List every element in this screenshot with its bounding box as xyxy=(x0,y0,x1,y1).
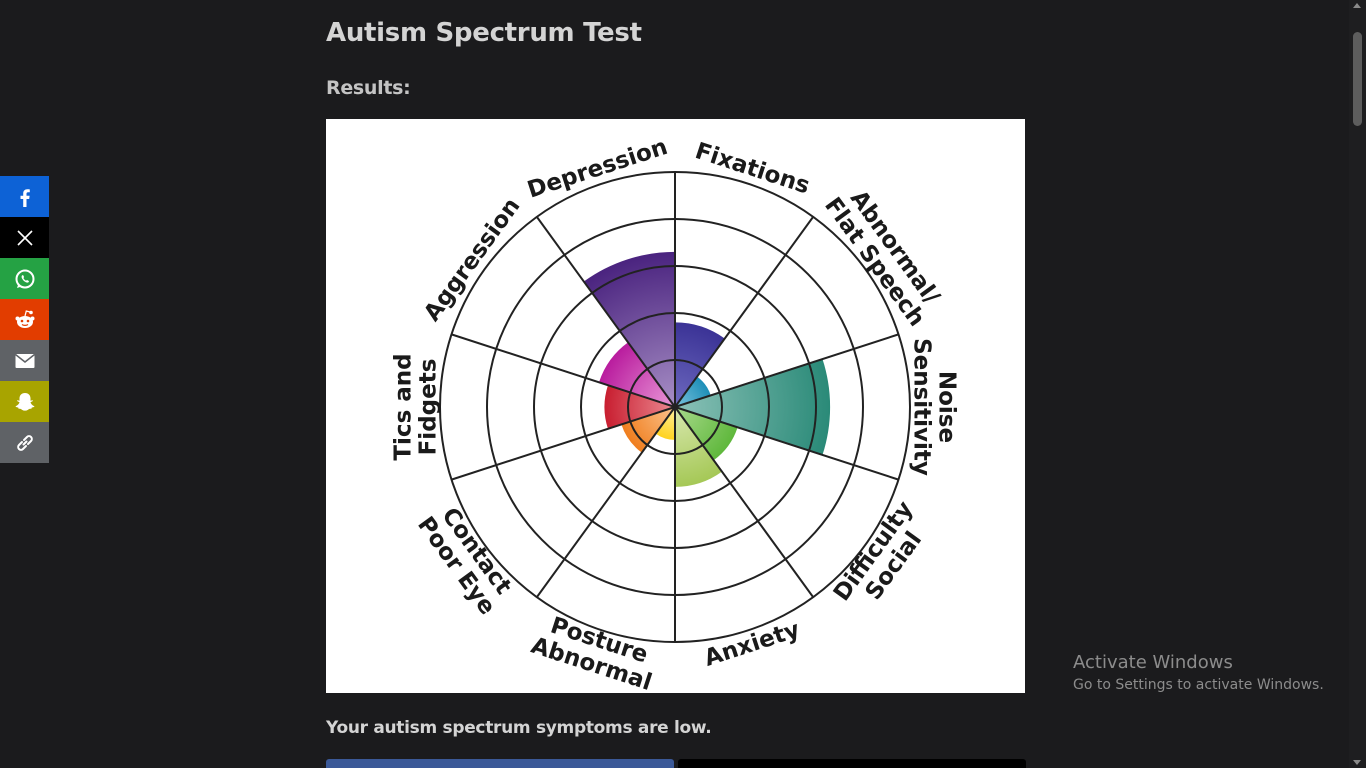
chart-label-9-0: Depression xyxy=(524,134,670,204)
email-icon xyxy=(14,353,35,368)
chart-wedge-9 xyxy=(583,251,675,407)
page-title: Autism Spectrum Test xyxy=(326,18,642,48)
chart-spoke-3 xyxy=(674,406,899,481)
chart-wedge-2 xyxy=(675,359,831,455)
chart-label-7-0: Tics and xyxy=(391,353,417,460)
chart-label-7-1: Fidgets xyxy=(416,359,442,456)
scroll-down-arrow-icon[interactable] xyxy=(1353,760,1361,765)
chart-spoke-9 xyxy=(536,216,676,408)
chart-wedge-0 xyxy=(675,322,725,407)
x-share-button[interactable] xyxy=(0,217,49,258)
chart-label-2-0: Noise xyxy=(934,371,960,443)
chart-wedge-1 xyxy=(675,376,711,407)
reddit-icon xyxy=(15,309,34,328)
facebook-icon xyxy=(20,188,30,207)
chart-label-0-0: Fixations xyxy=(692,138,813,199)
windows-activation-watermark: Activate Windows Go to Settings to activ… xyxy=(1073,652,1324,693)
chart-spoke-1 xyxy=(674,216,814,408)
reddit-share-button[interactable] xyxy=(0,299,49,340)
scroll-up-arrow-icon[interactable] xyxy=(1353,3,1361,8)
scroll-thumb[interactable] xyxy=(1353,32,1362,126)
results-heading: Results: xyxy=(326,77,411,99)
chart-label-2-1: Sensitivity xyxy=(909,338,935,476)
page-scrollbar[interactable] xyxy=(1349,0,1366,768)
link-icon xyxy=(16,434,33,451)
result-summary: Your autism spectrum symptoms are low. xyxy=(326,718,712,738)
chart-label-4-0: Anxiety xyxy=(701,617,803,672)
results-chart: Fixations Abnormal/Flat Speech Noise Sensit… xyxy=(326,119,1025,693)
chart-wedge-8 xyxy=(599,342,675,407)
whatsapp-share-button[interactable] xyxy=(0,258,49,299)
share-facebook-button[interactable] xyxy=(326,759,674,768)
snapchat-share-button[interactable] xyxy=(0,381,49,422)
share-x-button[interactable] xyxy=(678,759,1026,768)
chart-spoke-7 xyxy=(451,406,676,481)
chart-wedge-3 xyxy=(675,407,738,461)
chart-wedge-6 xyxy=(621,407,675,453)
facebook-share-button[interactable] xyxy=(0,176,49,217)
share-sidebar xyxy=(0,176,49,463)
chart-wedge-7 xyxy=(604,385,675,429)
x-icon xyxy=(16,229,33,246)
watermark-subtitle: Go to Settings to activate Windows. xyxy=(1073,677,1324,693)
snapchat-icon xyxy=(14,392,34,411)
chart-spoke-6 xyxy=(536,406,676,598)
whatsapp-icon xyxy=(15,269,34,288)
chart-spoke-2 xyxy=(674,333,899,408)
email-share-button[interactable] xyxy=(0,340,49,381)
chart-label-8-0: Aggression xyxy=(419,193,525,326)
copy-link-share-button[interactable] xyxy=(0,422,49,463)
watermark-title: Activate Windows xyxy=(1073,652,1233,673)
chart-spoke-4 xyxy=(674,406,814,598)
chart-spoke-8 xyxy=(451,333,676,408)
